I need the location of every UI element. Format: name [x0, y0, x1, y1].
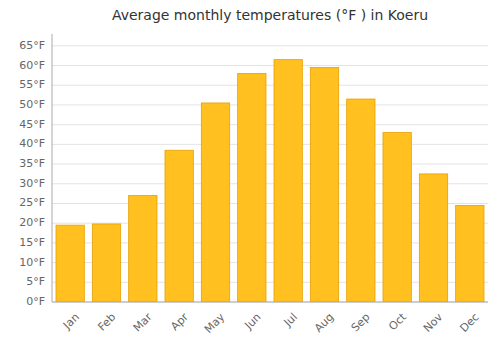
- y-tick-label: 20°F: [19, 216, 45, 229]
- x-tick-label: Jul: [281, 311, 300, 330]
- y-tick-label: 10°F: [19, 256, 45, 269]
- y-tick-label: 25°F: [19, 196, 45, 209]
- grid: [52, 46, 488, 302]
- bar: [310, 68, 338, 303]
- bar: [274, 60, 302, 302]
- bar: [456, 205, 484, 302]
- bar: [165, 150, 193, 302]
- bar: [56, 225, 84, 302]
- y-axis-line: [52, 34, 53, 302]
- grid-line: [52, 124, 488, 125]
- title: Average monthly temperatures (°F ) in Ko…: [112, 7, 428, 23]
- bar: [92, 224, 120, 302]
- y-tick-label: 35°F: [19, 157, 45, 170]
- y-axis: 0°F 5°F 10°F 15°F 20°F 25°F 30°F 35°F 40°F 45°F 50…: [19, 39, 45, 308]
- bar: [201, 103, 229, 302]
- x-tick-label: Sep: [349, 311, 373, 335]
- bar: [383, 133, 411, 302]
- x-axis: Jan Feb Mar Apr May Jun Jul Aug Sep Oct Nov Dec: [60, 310, 482, 336]
- grid-line: [52, 65, 488, 66]
- bars: [56, 60, 484, 302]
- y-tick-label: 30°F: [19, 177, 45, 190]
- x-tick-label: Mar: [131, 310, 155, 334]
- grid-line: [52, 104, 488, 105]
- bar: [129, 196, 157, 302]
- x-tick-label: Apr: [168, 310, 191, 333]
- x-tick-label: Dec: [457, 311, 481, 335]
- bar: [347, 99, 375, 302]
- y-tick-label: 65°F: [19, 39, 45, 52]
- x-tick-label: Aug: [312, 311, 336, 335]
- x-axis-line: [52, 302, 488, 303]
- x-tick-label: Jan: [60, 311, 82, 333]
- y-tick-label: 40°F: [19, 137, 45, 150]
- x-tick-label: Nov: [421, 310, 446, 335]
- x-tick-label: Oct: [386, 310, 409, 333]
- y-tick-label: 15°F: [19, 236, 45, 249]
- chart-container: 0°F 5°F 10°F 15°F 20°F 25°F 30°F 35°F 40°F 45°F 50…: [0, 0, 500, 350]
- y-tick-label: 50°F: [19, 98, 45, 111]
- x-tick-label: Jun: [242, 311, 264, 333]
- x-tick-label: Feb: [95, 311, 118, 334]
- y-tick-label: 45°F: [19, 118, 45, 131]
- y-tick-label: 0°F: [26, 295, 45, 308]
- grid-line: [52, 144, 488, 145]
- grid-line: [52, 85, 488, 86]
- bar: [419, 174, 447, 302]
- y-tick-label: 60°F: [19, 59, 45, 72]
- bar: [238, 73, 266, 302]
- y-tick-label: 5°F: [26, 275, 45, 288]
- chart: 0°F 5°F 10°F 15°F 20°F 25°F 30°F 35°F 40°F 45°F 50…: [0, 0, 500, 350]
- grid-line: [52, 45, 488, 46]
- grid-line: [52, 164, 488, 165]
- y-tick-label: 55°F: [19, 78, 45, 91]
- grid-line: [52, 302, 488, 303]
- x-tick-label: May: [202, 310, 228, 336]
